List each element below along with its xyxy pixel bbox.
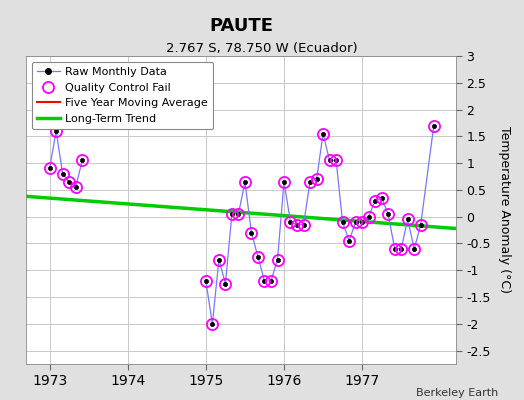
Quality Control Fail xyxy=(346,238,352,243)
Raw Monthly Data xyxy=(60,172,66,176)
Quality Control Fail xyxy=(418,222,424,227)
Quality Control Fail xyxy=(294,222,300,227)
Quality Control Fail xyxy=(66,180,72,184)
Quality Control Fail xyxy=(229,212,235,216)
Quality Control Fail xyxy=(313,177,320,182)
Quality Control Fail xyxy=(261,278,268,283)
Quality Control Fail xyxy=(216,257,222,262)
Quality Control Fail xyxy=(378,196,385,200)
Quality Control Fail xyxy=(275,257,281,262)
Raw Monthly Data xyxy=(66,180,72,184)
Quality Control Fail xyxy=(203,278,209,283)
Quality Control Fail xyxy=(365,214,372,219)
Quality Control Fail xyxy=(398,246,405,251)
Quality Control Fail xyxy=(340,220,346,224)
Y-axis label: Temperature Anomaly (°C): Temperature Anomaly (°C) xyxy=(498,126,511,294)
Quality Control Fail xyxy=(411,246,418,251)
Quality Control Fail xyxy=(287,220,293,224)
Quality Control Fail xyxy=(385,212,391,216)
Quality Control Fail xyxy=(222,281,228,286)
Quality Control Fail xyxy=(248,230,255,235)
Quality Control Fail xyxy=(209,322,215,326)
Quality Control Fail xyxy=(359,220,365,224)
Quality Control Fail xyxy=(326,158,333,163)
Quality Control Fail xyxy=(391,246,398,251)
Quality Control Fail xyxy=(372,198,378,203)
Title: PAUTE: PAUTE xyxy=(209,17,273,35)
Quality Control Fail xyxy=(300,222,307,227)
Quality Control Fail xyxy=(60,172,66,176)
Quality Control Fail xyxy=(47,166,53,171)
Quality Control Fail xyxy=(333,158,339,163)
Text: Berkeley Earth: Berkeley Earth xyxy=(416,388,498,398)
Quality Control Fail xyxy=(72,185,79,190)
Raw Monthly Data xyxy=(53,128,59,133)
Raw Monthly Data xyxy=(72,185,79,190)
Legend: Raw Monthly Data, Quality Control Fail, Five Year Moving Average, Long-Term Tren: Raw Monthly Data, Quality Control Fail, … xyxy=(32,62,213,129)
Quality Control Fail xyxy=(242,180,248,184)
Quality Control Fail xyxy=(255,254,261,259)
Quality Control Fail xyxy=(405,217,411,222)
Quality Control Fail xyxy=(320,131,326,136)
Quality Control Fail xyxy=(281,180,287,184)
Quality Control Fail xyxy=(79,158,85,163)
Raw Monthly Data xyxy=(79,158,85,163)
Text: 2.767 S, 78.750 W (Ecuador): 2.767 S, 78.750 W (Ecuador) xyxy=(166,42,358,55)
Line: Raw Monthly Data: Raw Monthly Data xyxy=(48,129,84,189)
Quality Control Fail xyxy=(53,128,59,133)
Quality Control Fail xyxy=(353,220,359,224)
Quality Control Fail xyxy=(268,278,274,283)
Quality Control Fail xyxy=(307,180,313,184)
Quality Control Fail xyxy=(431,123,437,128)
Line: Quality Control Fail: Quality Control Fail xyxy=(44,120,439,329)
Quality Control Fail xyxy=(235,212,242,216)
Raw Monthly Data xyxy=(47,166,53,171)
